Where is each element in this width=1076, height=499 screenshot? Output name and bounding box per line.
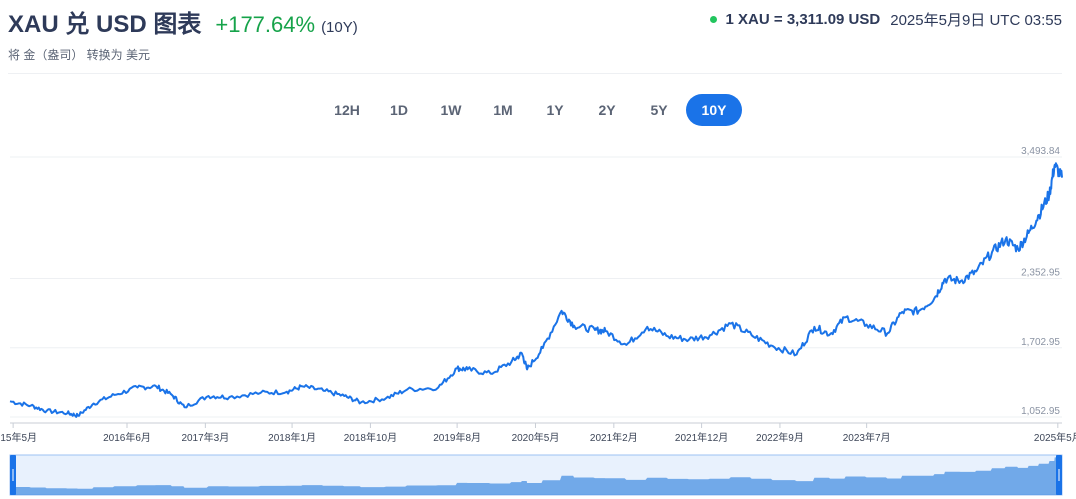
live-status-dot-icon [709,16,717,23]
x-tick-label: 2022年9月 [756,431,804,444]
x-tick-label: 2025年5月 [1034,431,1076,444]
x-tick-label: 2018年10月 [344,431,397,444]
range-tab-1d[interactable]: 1D [390,102,408,118]
price-chart: 1,052.95 1,702.95 2,352.95 3,493.84 2015年5月… [0,146,1076,496]
rate-timestamp: 2025年5月9日 UTC 03:55 [890,12,1062,29]
x-tick-label: 2023年7月 [843,431,891,444]
range-tab-1m[interactable]: 1M [493,102,513,118]
x-axis-labels: 2015年5月 2016年6月 2017年3月 2018年1月 2018年10月 2019… [0,423,1076,444]
range-tab-2y[interactable]: 2Y [598,102,616,118]
range-tab-1y[interactable]: 1Y [546,102,564,118]
x-tick-label: 2021年2月 [590,431,638,444]
x-tick-label: 2021年12月 [675,431,728,444]
x-tick-label: 2016年6月 [103,431,151,444]
range-tabs: 12H 1D 1W 1M 1Y 2Y 5Y 10Y [322,94,742,126]
y-tick-label: 1,702.95 [1021,337,1060,348]
x-tick-label: 2020年5月 [512,431,560,444]
period-label: (10Y) [321,19,358,36]
price-series [9,162,1063,418]
conversion-subtitle: 将 金（盎司） 转换为 美元 [8,48,151,62]
chart-grid [10,156,1062,424]
title-row: XAU 兑 USD 图表 +177.64% (10Y) [8,4,358,39]
x-tick-label: 2019年8月 [433,431,481,444]
x-tick-label: 2018年1月 [268,431,316,444]
range-tab-1w[interactable]: 1W [440,102,462,118]
change-percent: +177.64% [215,12,316,37]
price-line [9,162,1063,418]
x-tick-label: 2017年3月 [181,431,229,444]
x-tick-label: 2015年5月 [0,431,37,444]
exchange-rate: 1 XAU = 3,311.09 USD [725,11,881,28]
range-tab-10y[interactable]: 10Y [686,94,742,126]
navigator-series-area [10,457,1062,495]
rate-row: 1 XAU = 3,311.09 USD 2025年5月9日 UTC 03:55 [709,9,1062,30]
y-tick-label: 1,052.95 [1021,406,1060,417]
page-title: XAU 兑 USD 图表 [8,11,202,38]
y-tick-label: 3,493.84 [1021,146,1060,157]
range-tab-12h[interactable]: 12H [334,102,360,118]
y-axis-labels: 1,052.95 1,702.95 2,352.95 3,493.84 [1021,146,1060,417]
header-divider [8,73,1062,74]
range-tab-5y[interactable]: 5Y [650,102,668,118]
range-navigator[interactable] [9,454,1063,496]
y-tick-label: 2,352.95 [1021,268,1060,279]
